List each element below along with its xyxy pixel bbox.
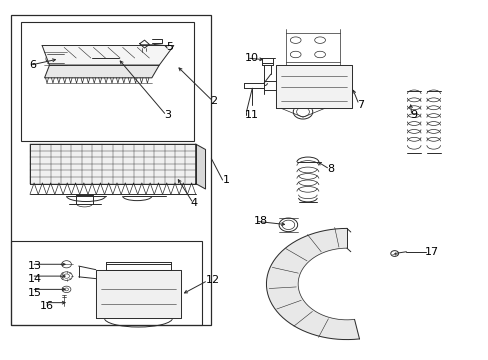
Polygon shape: [266, 228, 359, 339]
Text: 14: 14: [27, 274, 41, 284]
Text: 7: 7: [356, 100, 363, 110]
Polygon shape: [44, 65, 159, 78]
Text: 17: 17: [424, 247, 438, 257]
Polygon shape: [30, 144, 195, 184]
Polygon shape: [195, 144, 205, 189]
Text: 3: 3: [163, 111, 171, 121]
Text: 9: 9: [409, 111, 417, 121]
Text: 11: 11: [244, 111, 258, 121]
Text: 8: 8: [327, 164, 334, 174]
Text: 2: 2: [210, 96, 217, 106]
Text: 13: 13: [27, 261, 41, 271]
Polygon shape: [42, 45, 173, 65]
Bar: [21, 22, 194, 140]
Text: 15: 15: [27, 288, 41, 298]
Text: 10: 10: [244, 53, 258, 63]
Text: 12: 12: [205, 275, 219, 285]
Text: 5: 5: [166, 42, 173, 52]
Bar: [11, 15, 211, 325]
Text: 4: 4: [190, 198, 198, 208]
Bar: [11, 241, 201, 325]
Text: 18: 18: [254, 216, 268, 226]
Text: 6: 6: [29, 60, 36, 70]
Polygon shape: [96, 270, 181, 318]
Polygon shape: [276, 65, 351, 108]
Text: 16: 16: [40, 301, 54, 311]
Text: 1: 1: [222, 175, 229, 185]
